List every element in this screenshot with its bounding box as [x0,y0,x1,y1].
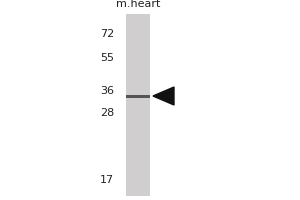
Text: m.heart: m.heart [116,0,160,9]
Text: 17: 17 [100,175,114,185]
Polygon shape [153,87,174,105]
Bar [126,95,150,98]
Text: 28: 28 [100,108,114,118]
Bar [126,14,150,196]
Text: 72: 72 [100,29,114,39]
Text: 36: 36 [100,86,114,96]
Text: 55: 55 [100,53,114,63]
